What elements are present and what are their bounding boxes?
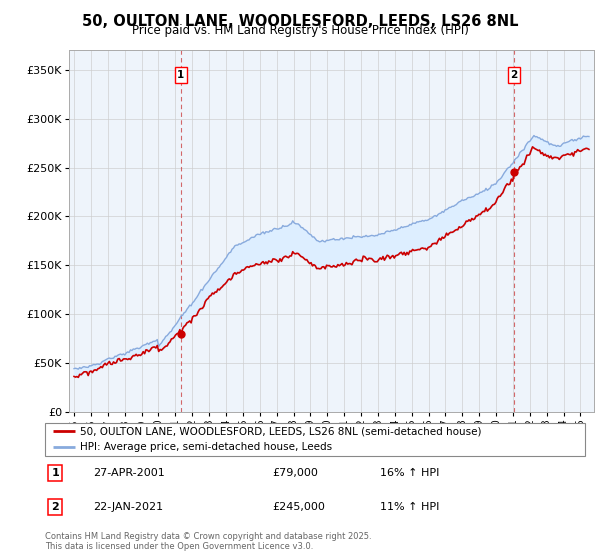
Text: 22-JAN-2021: 22-JAN-2021 <box>94 502 164 512</box>
Text: 2: 2 <box>52 502 59 512</box>
Text: Contains HM Land Registry data © Crown copyright and database right 2025.
This d: Contains HM Land Registry data © Crown c… <box>45 532 371 552</box>
Text: 27-APR-2001: 27-APR-2001 <box>94 468 166 478</box>
Text: 11% ↑ HPI: 11% ↑ HPI <box>380 502 439 512</box>
Text: 50, OULTON LANE, WOODLESFORD, LEEDS, LS26 8NL: 50, OULTON LANE, WOODLESFORD, LEEDS, LS2… <box>82 14 518 29</box>
Text: £245,000: £245,000 <box>272 502 325 512</box>
Text: 1: 1 <box>177 70 184 80</box>
Text: £79,000: £79,000 <box>272 468 317 478</box>
Text: 2: 2 <box>511 70 518 80</box>
Text: 50, OULTON LANE, WOODLESFORD, LEEDS, LS26 8NL (semi-detached house): 50, OULTON LANE, WOODLESFORD, LEEDS, LS2… <box>80 426 482 436</box>
Text: 16% ↑ HPI: 16% ↑ HPI <box>380 468 439 478</box>
Text: 1: 1 <box>52 468 59 478</box>
Text: HPI: Average price, semi-detached house, Leeds: HPI: Average price, semi-detached house,… <box>80 442 332 452</box>
Text: Price paid vs. HM Land Registry's House Price Index (HPI): Price paid vs. HM Land Registry's House … <box>131 24 469 37</box>
